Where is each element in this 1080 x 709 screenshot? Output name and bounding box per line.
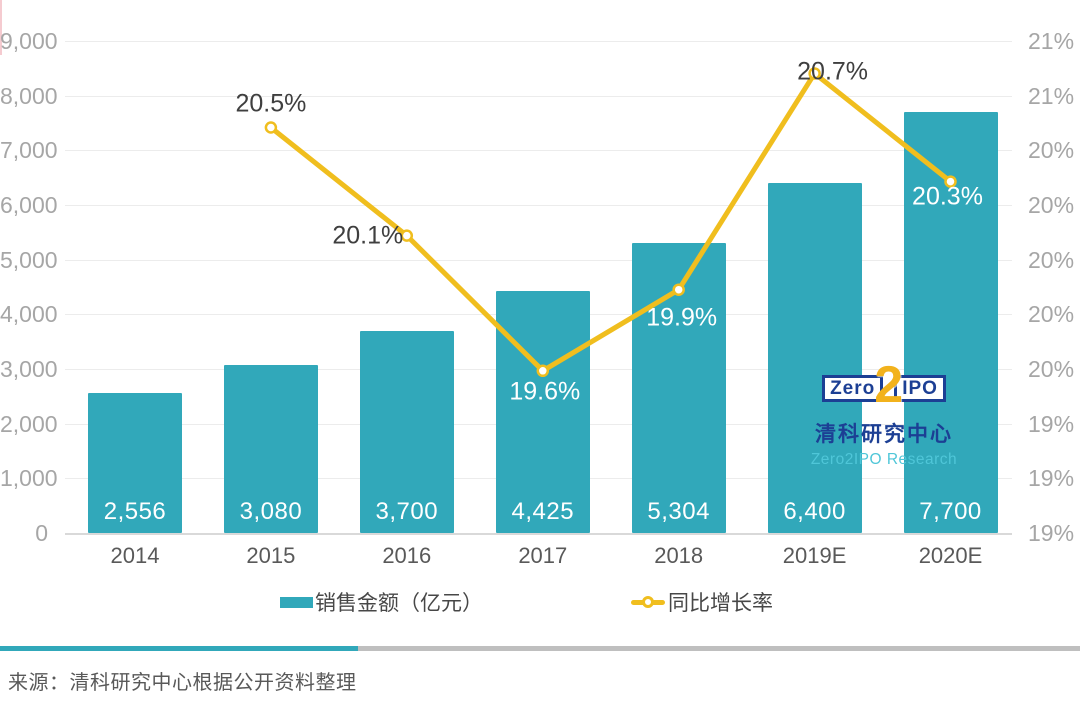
growth-label-2020E: 20.3% <box>912 182 983 211</box>
gridline <box>65 41 1012 42</box>
left-axis-tick: 1,000 <box>0 465 58 492</box>
x-axis-tick-2015: 2015 <box>246 543 296 568</box>
right-axis-tick: 20% <box>1028 137 1075 164</box>
left-axis-tick: 0 <box>35 520 48 546</box>
x-axis-tick-2019E: 2019E <box>782 543 847 568</box>
logo-zero-box: Zero <box>822 374 884 402</box>
right-axis-tick: 20% <box>1028 192 1075 218</box>
right-axis-tick: 19% <box>1028 465 1075 492</box>
legend: 销售金额（亿元） 同比增长率 <box>0 589 1080 615</box>
logo-name-cn: 清科研究中心 <box>815 423 953 446</box>
right-axis-tick: 20% <box>1028 356 1075 382</box>
bar-swatch-icon <box>280 596 313 608</box>
bar-value-label: 5,304 <box>647 497 710 525</box>
left-axis-tick: 7,000 <box>0 137 58 164</box>
logo-wordmark: Zero 2 IPO <box>822 356 946 414</box>
left-axis-tick: 6,000 <box>0 192 58 218</box>
gridline <box>65 95 1012 97</box>
divider-teal-segment <box>0 646 358 651</box>
footer-divider <box>0 646 1080 651</box>
bar-value-label: 2,556 <box>103 497 167 525</box>
bar-value-label: 4,425 <box>511 497 575 525</box>
growth-label-2019E: 20.7% <box>797 57 869 86</box>
left-axis-tick: 8,000 <box>0 82 58 109</box>
bar-2014: 2,556 <box>88 393 182 533</box>
logo-two-glyph: 2 <box>874 356 904 414</box>
divider-gray-segment <box>358 646 1080 651</box>
bar-value-label: 3,700 <box>375 497 439 525</box>
left-axis-tick: 9,000 <box>0 28 58 54</box>
bar-2019E: 6,400 <box>767 183 862 533</box>
growth-label-2016: 20.1% <box>332 221 404 250</box>
bar-value-label: 6,400 <box>783 497 846 525</box>
x-axis-tick-2018: 2018 <box>654 543 704 568</box>
legend-growth-label: 同比增长率 <box>668 592 773 615</box>
left-axis-tick: 3,000 <box>0 356 58 382</box>
left-axis-tick: 5,000 <box>0 246 58 273</box>
gridline <box>65 150 1012 152</box>
x-axis-tick-2020E: 2020E <box>918 543 983 568</box>
x-axis-tick-2017: 2017 <box>518 543 568 568</box>
left-edge-artifact <box>0 0 2 55</box>
bar-2018: 5,304 <box>631 243 726 533</box>
gridline <box>65 259 1012 261</box>
gridline <box>65 533 1012 535</box>
growth-point-2016 <box>400 229 414 242</box>
bar-value-label: 3,080 <box>239 497 303 525</box>
growth-point-2015 <box>264 121 278 134</box>
right-axis-tick: 19% <box>1028 520 1075 546</box>
bar-2017: 4,425 <box>495 291 590 533</box>
gridline <box>65 205 1012 206</box>
growth-label-2015: 20.5% <box>235 89 307 117</box>
growth-label-2017: 19.6% <box>509 377 581 406</box>
right-axis-tick: 21% <box>1028 28 1075 54</box>
source-note: 来源：清科研究中心根据公开资料整理 <box>8 672 357 694</box>
legend-item-growth: 同比增长率 <box>631 587 773 617</box>
line-marker-icon <box>631 596 665 608</box>
legend-item-sales: 销售金额（亿元） <box>280 587 483 617</box>
bar-2016: 3,700 <box>359 330 454 533</box>
zero2ipo-logo: Zero 2 IPO 清科研究中心 Zero2IPO Research <box>806 356 962 469</box>
x-axis-tick-2014: 2014 <box>110 543 160 568</box>
right-axis-tick: 21% <box>1028 82 1075 109</box>
left-axis-tick: 4,000 <box>0 301 58 328</box>
bar-2015: 3,080 <box>223 364 318 533</box>
x-axis-tick-2016: 2016 <box>382 543 432 568</box>
right-axis-tick: 20% <box>1028 246 1075 273</box>
right-axis-tick: 20% <box>1028 301 1075 328</box>
logo-ipo-box: IPO <box>894 374 946 402</box>
bar-2020E: 7,700 <box>903 112 998 533</box>
legend-sales-label: 销售金额（亿元） <box>315 592 483 615</box>
growth-label-2018: 19.9% <box>646 303 718 332</box>
right-axis-tick: 19% <box>1028 410 1075 437</box>
logo-name-en: Zero2IPO Research <box>810 451 958 468</box>
left-axis-tick: 2,000 <box>0 410 58 437</box>
bar-value-label: 7,700 <box>919 497 982 525</box>
